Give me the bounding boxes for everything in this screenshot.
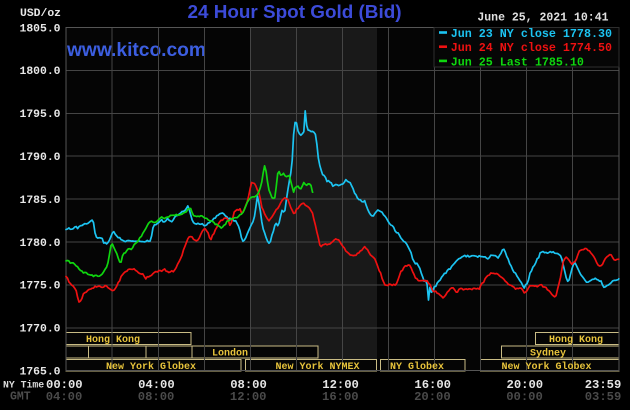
- svg-text:1785.0: 1785.0: [19, 195, 60, 207]
- svg-text:23:59: 23:59: [585, 378, 622, 392]
- svg-text:20:00: 20:00: [414, 390, 451, 404]
- svg-text:New York Globex: New York Globex: [106, 361, 196, 373]
- svg-text:1805.0: 1805.0: [19, 23, 60, 35]
- svg-text:Jun 25 Last 1785.10: Jun 25 Last 1785.10: [451, 55, 584, 69]
- svg-text:24 Hour Spot Gold (Bid): 24 Hour Spot Gold (Bid): [187, 2, 401, 23]
- svg-text:Jun 24 NY close 1774.50: Jun 24 NY close 1774.50: [451, 41, 612, 55]
- svg-text:08:00: 08:00: [230, 378, 267, 392]
- svg-text:12:00: 12:00: [230, 390, 267, 404]
- svg-text:00:00: 00:00: [46, 378, 83, 392]
- svg-text:London: London: [212, 348, 248, 360]
- svg-text:1800.0: 1800.0: [19, 66, 60, 78]
- svg-text:Hong Kong: Hong Kong: [549, 335, 603, 346]
- svg-text:00:00: 00:00: [506, 390, 543, 404]
- svg-text:New York NYMEX: New York NYMEX: [276, 361, 360, 373]
- svg-text:June 25, 2021 10:41: June 25, 2021 10:41: [477, 12, 608, 25]
- svg-text:NY Time: NY Time: [3, 379, 44, 390]
- svg-text:16:00: 16:00: [322, 390, 359, 404]
- svg-text:Sydney: Sydney: [530, 348, 566, 360]
- svg-text:1790.0: 1790.0: [19, 152, 60, 164]
- svg-text:1775.0: 1775.0: [19, 281, 60, 293]
- svg-text:Hong Kong: Hong Kong: [86, 335, 140, 346]
- svg-text:1795.0: 1795.0: [19, 109, 60, 121]
- svg-text:www.kitco.com: www.kitco.com: [66, 40, 206, 61]
- svg-text:USD/oz: USD/oz: [20, 8, 61, 20]
- svg-text:16:00: 16:00: [414, 378, 451, 392]
- svg-text:New York Globex: New York Globex: [502, 361, 592, 373]
- svg-text:04:00: 04:00: [46, 390, 83, 404]
- svg-text:04:00: 04:00: [138, 378, 175, 392]
- svg-text:NY Globex: NY Globex: [390, 361, 444, 373]
- svg-text:08:00: 08:00: [138, 390, 175, 404]
- svg-text:20:00: 20:00: [507, 378, 544, 392]
- svg-text:12:00: 12:00: [322, 378, 359, 392]
- svg-text:03:59: 03:59: [585, 390, 622, 404]
- svg-text:Jun 23 NY close 1778.30: Jun 23 NY close 1778.30: [451, 27, 612, 41]
- svg-text:1780.0: 1780.0: [19, 238, 60, 250]
- svg-text:GMT: GMT: [10, 391, 31, 404]
- svg-text:1770.0: 1770.0: [19, 324, 60, 336]
- svg-text:1765.0: 1765.0: [19, 367, 60, 379]
